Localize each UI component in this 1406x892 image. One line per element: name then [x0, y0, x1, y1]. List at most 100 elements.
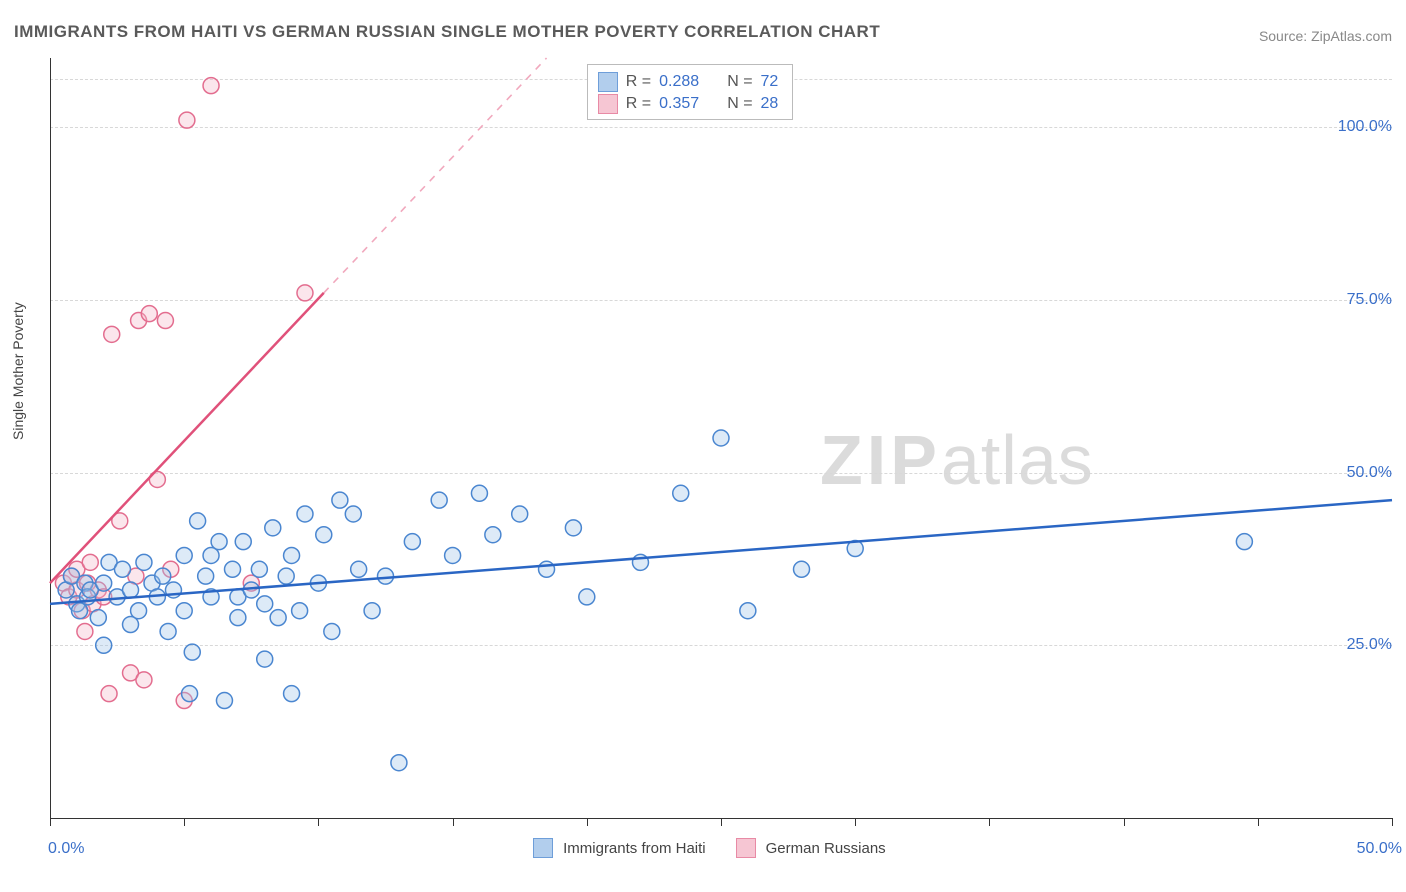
x-tick-label: 50.0% — [1350, 840, 1402, 858]
scatter-point — [96, 575, 112, 591]
legend-n-label: N = — [727, 93, 752, 115]
scatter-point — [713, 430, 729, 446]
x-tick — [587, 818, 588, 826]
x-tick — [721, 818, 722, 826]
scatter-point — [176, 547, 192, 563]
scatter-point — [445, 547, 461, 563]
source-link[interactable]: ZipAtlas.com — [1311, 28, 1392, 44]
x-tick — [855, 818, 856, 826]
y-tick-label: 75.0% — [1347, 291, 1392, 309]
legend-correlation: R = 0.288 N = 72R = 0.357 N = 28 — [587, 64, 794, 120]
trend-line-dash — [324, 58, 547, 293]
scatter-point — [431, 492, 447, 508]
scatter-point — [404, 534, 420, 550]
scatter-point — [235, 534, 251, 550]
scatter-point — [184, 644, 200, 660]
scatter-point — [136, 554, 152, 570]
scatter-point — [324, 623, 340, 639]
x-tick — [453, 818, 454, 826]
scatter-point — [292, 603, 308, 619]
chart-svg — [50, 58, 1392, 818]
chart-title: IMMIGRANTS FROM HAITI VS GERMAN RUSSIAN … — [14, 22, 880, 42]
legend-series-label: German Russians — [766, 840, 886, 857]
scatter-point — [673, 485, 689, 501]
scatter-point — [257, 651, 273, 667]
scatter-point — [485, 527, 501, 543]
y-tick-label: 25.0% — [1347, 636, 1392, 654]
scatter-point — [278, 568, 294, 584]
scatter-point — [160, 623, 176, 639]
scatter-point — [141, 306, 157, 322]
scatter-point — [136, 672, 152, 688]
legend-r-value: 0.288 — [659, 71, 699, 93]
y-tick-label: 50.0% — [1347, 464, 1392, 482]
scatter-point — [179, 112, 195, 128]
scatter-point — [251, 561, 267, 577]
scatter-point — [176, 603, 192, 619]
scatter-point — [265, 520, 281, 536]
legend-swatch — [736, 838, 756, 858]
legend-swatch — [598, 72, 618, 92]
scatter-point — [203, 78, 219, 94]
scatter-point — [198, 568, 214, 584]
x-tick — [318, 818, 319, 826]
legend-row: R =0.288N =72 — [598, 71, 779, 93]
legend-r-label: R = — [626, 71, 651, 93]
scatter-point — [364, 603, 380, 619]
scatter-point — [114, 561, 130, 577]
scatter-point — [378, 568, 394, 584]
legend-r-label: R = — [626, 93, 651, 115]
legend-r-value: 0.357 — [659, 93, 699, 115]
trend-line — [50, 293, 324, 583]
scatter-point — [96, 637, 112, 653]
scatter-point — [104, 326, 120, 342]
scatter-point — [270, 610, 286, 626]
scatter-point — [565, 520, 581, 536]
x-tick — [50, 818, 51, 826]
scatter-point — [316, 527, 332, 543]
y-axis-label: Single Mother Poverty — [10, 302, 26, 440]
scatter-point — [225, 561, 241, 577]
scatter-point — [539, 561, 555, 577]
scatter-point — [740, 603, 756, 619]
scatter-point — [243, 582, 259, 598]
scatter-point — [216, 693, 232, 709]
legend-n-value: 72 — [761, 71, 779, 93]
scatter-point — [579, 589, 595, 605]
scatter-point — [794, 561, 810, 577]
x-tick — [184, 818, 185, 826]
scatter-point — [190, 513, 206, 529]
legend-n-value: 28 — [761, 93, 779, 115]
scatter-point — [131, 603, 147, 619]
scatter-point — [297, 285, 313, 301]
legend-series-label: Immigrants from Haiti — [563, 840, 706, 857]
scatter-point — [332, 492, 348, 508]
x-tick — [989, 818, 990, 826]
scatter-point — [1236, 534, 1252, 550]
scatter-point — [157, 313, 173, 329]
scatter-point — [351, 561, 367, 577]
legend-row: R = 0.357 N = 28 — [598, 93, 779, 115]
x-tick — [1258, 818, 1259, 826]
y-tick-label: 100.0% — [1338, 118, 1392, 136]
source-prefix: Source: — [1259, 28, 1311, 44]
source-attribution: Source: ZipAtlas.com — [1259, 28, 1392, 44]
trend-line — [50, 500, 1392, 604]
x-tick — [1124, 818, 1125, 826]
legend-swatch — [533, 838, 553, 858]
legend-swatch — [598, 94, 618, 114]
scatter-point — [257, 596, 273, 612]
scatter-point — [211, 534, 227, 550]
scatter-point — [471, 485, 487, 501]
scatter-point — [90, 610, 106, 626]
scatter-point — [123, 582, 139, 598]
scatter-point — [284, 686, 300, 702]
scatter-point — [512, 506, 528, 522]
scatter-point — [77, 623, 93, 639]
scatter-point — [230, 610, 246, 626]
scatter-point — [345, 506, 361, 522]
scatter-point — [391, 755, 407, 771]
scatter-point — [284, 547, 300, 563]
scatter-point — [101, 686, 117, 702]
scatter-point — [155, 568, 171, 584]
